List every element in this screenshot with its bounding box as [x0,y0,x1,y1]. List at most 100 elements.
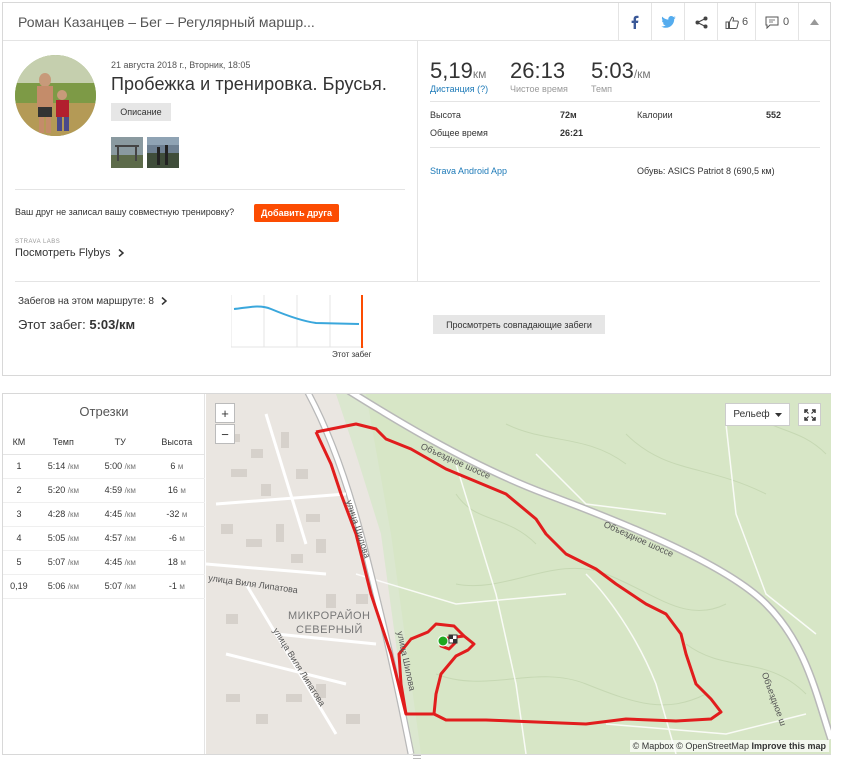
chevron-up-icon [810,19,819,25]
improve-map-link[interactable]: Improve this map [751,741,826,751]
facebook-icon [631,15,639,29]
resize-handle[interactable] [413,755,421,759]
map-layer-select[interactable]: Рельеф [725,403,790,426]
distance-stat: 5,19км Дистанция (?) [430,58,488,94]
comments-count: 0 [782,16,790,28]
column-header-elevation: Высота [148,430,205,455]
calories-label: Калории [637,110,673,120]
route-runs-link[interactable]: Забегов на этом маршруте: 8 [18,296,167,307]
shoes-info: Обувь: ASICS Patriot 8 (690,5 км) [637,166,775,176]
calories-value: 552 [766,110,782,120]
split-pace: 5:14 /км [34,454,92,479]
collapse-button[interactable] [798,3,830,41]
map-canvas [206,394,831,754]
activity-date: 21 августа 2018 г., Вторник, 18:05 [111,60,251,70]
expand-icon [803,408,816,421]
moving-time-stat: 26:13 Чистое время [510,58,568,94]
distance-value: 5,19 [430,58,473,83]
kudos-count: 6 [741,16,749,28]
divider [430,101,820,102]
pace-unit: /км [633,67,651,81]
flybys-link[interactable]: Посмотреть Flybys [15,247,124,259]
add-friend-button[interactable]: Добавить друга [254,204,339,222]
facebook-share-button[interactable] [618,3,651,41]
split-gap: 5:00 /км [91,454,149,479]
map-splits-panel: Отрезки КМ Темп ТУ Высота 1 5:14 /км 5:00 … [2,393,831,755]
flybys-link-label: Посмотреть Flybys [15,247,111,259]
divider [15,189,405,190]
divider [15,281,820,282]
split-elevation: 6 м [148,454,205,479]
pace-value: 5:03 [591,58,634,83]
activity-header: Роман Казанцев – Бег – Регулярный маршр.… [3,3,830,41]
splits-header-row: КМ Темп ТУ Высота [3,430,205,455]
activity-stats: 5,19км Дистанция (?) 26:13 Чистое время … [419,41,830,281]
zoom-in-button[interactable]: + [215,403,235,423]
friend-prompt: Ваш друг не записал вашу совместную трен… [15,207,235,217]
twitter-icon [660,16,676,28]
activity-info: 21 августа 2018 г., Вторник, 18:05 Пробе… [3,41,418,281]
moving-time-value: 26:13 [510,58,566,83]
map-layer-label: Рельеф [733,409,770,420]
table-row: 5 5:07 /км 4:45 /км 18 м [3,550,205,575]
elevation-value: 72м [560,110,577,120]
chevron-right-icon [161,297,167,306]
split-km: 2 [3,478,35,503]
route-map[interactable]: Объездное шоссе Объездное шоссе Объездно… [206,394,831,754]
chevron-right-icon [118,249,124,258]
split-pace: 5:06 /км [34,574,92,599]
avatar[interactable] [15,55,96,136]
split-pace: 5:07 /км [34,550,92,575]
moving-time-label: Чистое время [510,84,568,94]
attribution-text: © Mapbox © OpenStreetMap [632,741,749,751]
kudos-button[interactable]: 6 [717,3,755,41]
column-header-pace: Темп [34,430,92,455]
comments-button[interactable]: 0 [755,3,798,41]
splits-table-section: Отрезки КМ Темп ТУ Высота 1 5:14 /км 5:00 … [3,394,205,754]
split-km: 5 [3,550,35,575]
route-pace-sparkline [231,295,364,348]
table-row: 2 5:20 /км 4:59 /км 16 м [3,478,205,503]
compare-runs-button[interactable]: Просмотреть совпадающие забеги [433,315,605,334]
thumbs-up-icon [725,16,739,29]
elapsed-time-value: 26:21 [560,128,584,138]
comment-icon [765,16,779,29]
split-km: 4 [3,526,35,551]
this-run-pace-value: 5:03/км [89,317,136,332]
chevron-down-icon [774,412,782,417]
split-gap: 4:45 /км [91,550,149,575]
split-pace: 4:28 /км [34,502,92,527]
split-elevation: 18 м [148,550,205,575]
pace-stat: 5:03/км Темп [591,58,651,94]
description-button[interactable]: Описание [111,103,171,121]
splits-title: Отрезки [79,404,129,419]
route-runs-count: Забегов на этом маршруте: 8 [18,296,154,307]
split-km: 1 [3,454,35,479]
device-link[interactable]: Strava Android App [430,166,508,176]
split-gap: 5:07 /км [91,574,149,599]
fullscreen-button[interactable] [798,403,821,426]
split-pace: 5:20 /км [34,478,92,503]
this-run-prefix: Этот забег: [18,317,86,332]
share-button[interactable] [684,3,717,41]
split-km: 0,19 [3,574,35,599]
split-gap: 4:59 /км [91,478,149,503]
page-title: Роман Казанцев – Бег – Регулярный маршр.… [18,14,315,30]
distance-unit: км [472,67,487,81]
this-run-pace: Этот забег: 5:03/км [18,317,135,332]
table-row: 4 5:05 /км 4:57 /км -6 м [3,526,205,551]
activity-photo[interactable] [111,137,143,168]
this-run-marker-label: Этот забег [332,350,372,359]
elapsed-time-label: Общее время [430,128,488,138]
pace-label: Темп [591,84,613,94]
activity-photo[interactable] [147,137,179,168]
split-pace: 5:05 /км [34,526,92,551]
strava-labs-label: STRAVA LABS [15,239,61,245]
distance-label[interactable]: Дистанция (?) [430,84,489,94]
share-icon [695,16,707,28]
map-attribution: © Mapbox © OpenStreetMap Improve this ma… [629,740,829,752]
twitter-share-button[interactable] [651,3,684,41]
split-elevation: 16 м [148,478,205,503]
zoom-out-button[interactable]: − [215,424,235,444]
